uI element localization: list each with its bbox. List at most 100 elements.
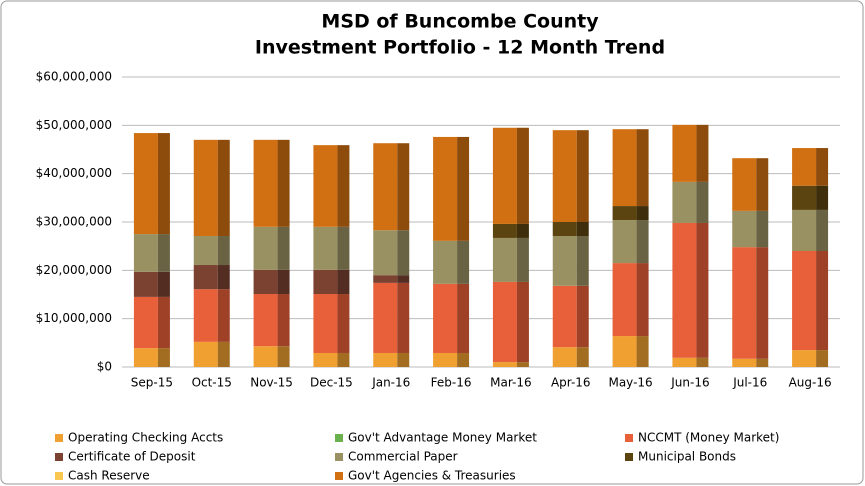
bar-segment-side bbox=[157, 348, 170, 367]
bar-segment-side bbox=[636, 220, 649, 264]
bar-segment bbox=[193, 139, 218, 237]
bar-segment bbox=[313, 352, 338, 367]
bar-segment bbox=[313, 294, 338, 353]
bar-segment-side bbox=[157, 296, 170, 349]
bar-segment-side bbox=[576, 347, 589, 367]
bar-segment-side bbox=[337, 352, 350, 367]
bar-segment-side bbox=[397, 352, 410, 367]
x-tick-label: Dec-15 bbox=[310, 376, 353, 390]
bar-segment bbox=[133, 234, 158, 272]
bar-segment bbox=[433, 352, 458, 367]
bar-segment bbox=[792, 185, 817, 210]
bar-segment bbox=[373, 230, 398, 276]
bar-segment bbox=[313, 269, 338, 295]
x-tick-label: Jul-16 bbox=[732, 376, 767, 390]
bar-segment-side bbox=[516, 127, 529, 224]
bar-segment-side bbox=[816, 350, 829, 367]
bar-segment bbox=[552, 285, 577, 348]
bar-segment bbox=[492, 362, 517, 367]
bar-segment-side bbox=[217, 289, 230, 342]
chart-subtitle: Investment Portfolio - 12 Month Trend bbox=[255, 37, 665, 59]
bar-segment bbox=[552, 130, 577, 222]
bar-segment bbox=[612, 129, 637, 207]
bar-segment bbox=[373, 275, 398, 283]
bar-segment-side bbox=[457, 283, 470, 353]
bar-segment-side bbox=[576, 222, 589, 237]
bar-segment bbox=[732, 210, 757, 248]
x-tick-label: May-16 bbox=[608, 376, 652, 390]
bar-segment bbox=[253, 269, 278, 295]
bar-segment bbox=[612, 220, 637, 264]
bar-segment bbox=[373, 143, 398, 231]
bar-segment bbox=[433, 136, 458, 241]
legend-label: Cash Reserve bbox=[68, 469, 150, 483]
bar-segment-side bbox=[397, 230, 410, 276]
bar-segment bbox=[672, 181, 697, 223]
bar-segment-side bbox=[277, 294, 290, 347]
bar-segment bbox=[492, 127, 517, 224]
bar-segment bbox=[193, 341, 218, 367]
bar-segment-side bbox=[696, 357, 709, 367]
legend-label: Gov't Agencies & Treasuries bbox=[348, 469, 516, 483]
bar-segment-side bbox=[157, 271, 170, 297]
bar-segment-side bbox=[217, 265, 230, 290]
x-tick-label: Aug-16 bbox=[789, 376, 832, 390]
legend-swatch bbox=[55, 434, 63, 442]
bar-segment-side bbox=[516, 223, 529, 238]
bar-segment bbox=[492, 237, 517, 282]
legend-swatch bbox=[335, 453, 343, 461]
legend-label: Commercial Paper bbox=[348, 450, 458, 464]
x-tick-label: Nov-15 bbox=[250, 376, 293, 390]
bar-segment bbox=[732, 158, 757, 211]
bar-segment-side bbox=[397, 275, 410, 283]
legend-swatch bbox=[55, 472, 63, 480]
bar-segment bbox=[313, 226, 338, 270]
bar-segment bbox=[133, 296, 158, 349]
y-tick-label: $40,000,000 bbox=[36, 166, 112, 180]
bar-segment bbox=[133, 133, 158, 235]
legend-label: Operating Checking Accts bbox=[68, 431, 223, 445]
bar-segment-side bbox=[277, 346, 290, 367]
bar-segment-side bbox=[756, 158, 769, 211]
bar-segment-side bbox=[816, 148, 829, 186]
bar-segment bbox=[792, 148, 817, 186]
bar-segment bbox=[792, 251, 817, 351]
bar-segment-side bbox=[696, 181, 709, 223]
bar-segment bbox=[433, 283, 458, 353]
bar-segment-side bbox=[157, 234, 170, 272]
bar-segment-side bbox=[636, 336, 649, 367]
bar-segment-side bbox=[576, 236, 589, 286]
bar-segment-side bbox=[457, 240, 470, 284]
bar-segment-side bbox=[516, 281, 529, 363]
x-tick-label: Oct-15 bbox=[192, 376, 232, 390]
bar-segment-side bbox=[636, 263, 649, 337]
bar-segment bbox=[492, 281, 517, 363]
bar-segment-side bbox=[277, 226, 290, 270]
bar-segment-side bbox=[337, 145, 350, 227]
bar-segment-side bbox=[217, 341, 230, 367]
bar-segment-side bbox=[397, 282, 410, 353]
legend-swatch bbox=[625, 434, 633, 442]
bar-segment-side bbox=[816, 185, 829, 210]
bar-segment bbox=[612, 336, 637, 367]
y-tick-label: $0 bbox=[97, 360, 112, 374]
bar-segment-side bbox=[337, 294, 350, 353]
bar-segment bbox=[193, 289, 218, 342]
bar-segment bbox=[313, 145, 338, 227]
bar-segment bbox=[492, 223, 517, 238]
bar-segment-side bbox=[696, 124, 709, 182]
bar-segment-side bbox=[337, 269, 350, 295]
y-tick-label: $20,000,000 bbox=[36, 263, 112, 277]
bar-segment bbox=[552, 347, 577, 367]
bar-segment bbox=[133, 348, 158, 367]
bar-segment bbox=[672, 124, 697, 182]
legend-swatch bbox=[55, 453, 63, 461]
x-tick-label: Apr-16 bbox=[551, 376, 591, 390]
bar-segment-side bbox=[756, 358, 769, 367]
bar-segment bbox=[732, 247, 757, 359]
bar-segment bbox=[552, 222, 577, 237]
legend-label: Gov't Advantage Money Market bbox=[348, 431, 537, 445]
bar-segment bbox=[552, 236, 577, 286]
bar-segment-side bbox=[636, 206, 649, 221]
